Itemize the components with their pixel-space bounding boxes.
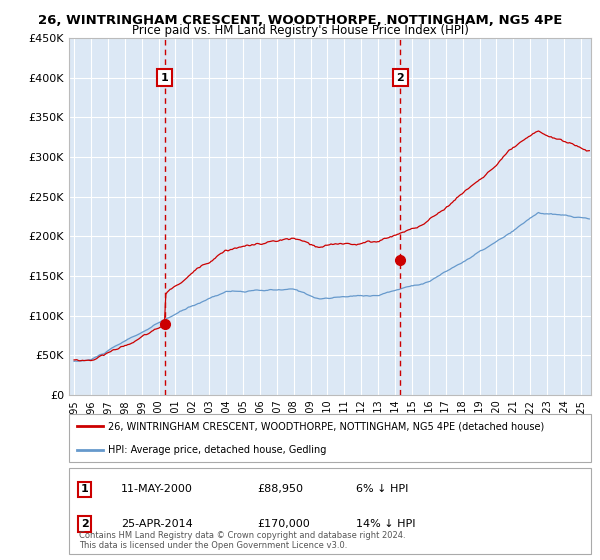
Text: HPI: Average price, detached house, Gedling: HPI: Average price, detached house, Gedl… bbox=[108, 445, 326, 455]
FancyBboxPatch shape bbox=[69, 468, 591, 554]
Text: 26, WINTRINGHAM CRESCENT, WOODTHORPE, NOTTINGHAM, NG5 4PE: 26, WINTRINGHAM CRESCENT, WOODTHORPE, NO… bbox=[38, 14, 562, 27]
Text: Price paid vs. HM Land Registry's House Price Index (HPI): Price paid vs. HM Land Registry's House … bbox=[131, 24, 469, 37]
Text: 25-APR-2014: 25-APR-2014 bbox=[121, 519, 193, 529]
Text: 6% ↓ HPI: 6% ↓ HPI bbox=[356, 484, 409, 494]
Text: £170,000: £170,000 bbox=[257, 519, 310, 529]
Text: Contains HM Land Registry data © Crown copyright and database right 2024.
This d: Contains HM Land Registry data © Crown c… bbox=[79, 531, 406, 550]
Text: 2: 2 bbox=[397, 73, 404, 83]
Text: 2: 2 bbox=[81, 519, 89, 529]
FancyBboxPatch shape bbox=[69, 414, 591, 462]
Text: 1: 1 bbox=[81, 484, 89, 494]
Text: 1: 1 bbox=[161, 73, 169, 83]
Text: 26, WINTRINGHAM CRESCENT, WOODTHORPE, NOTTINGHAM, NG5 4PE (detached house): 26, WINTRINGHAM CRESCENT, WOODTHORPE, NO… bbox=[108, 421, 544, 431]
Text: £88,950: £88,950 bbox=[257, 484, 303, 494]
Text: 11-MAY-2000: 11-MAY-2000 bbox=[121, 484, 193, 494]
Text: 14% ↓ HPI: 14% ↓ HPI bbox=[356, 519, 416, 529]
